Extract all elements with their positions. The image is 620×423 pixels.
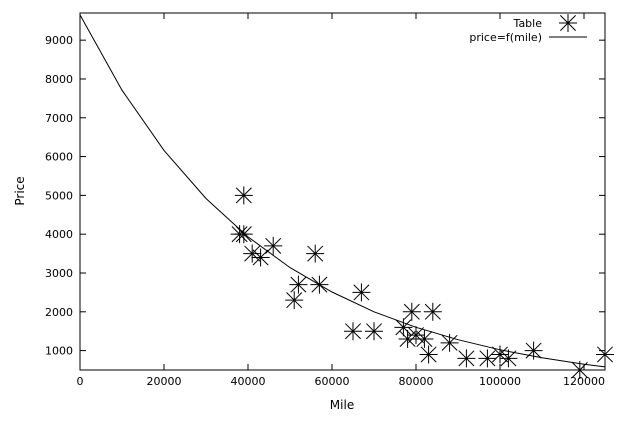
scatter-point bbox=[289, 275, 308, 294]
scatter-point bbox=[524, 341, 543, 360]
y-tick-label: 1000 bbox=[45, 345, 73, 358]
scatter-point bbox=[352, 283, 371, 302]
legend-star-icon bbox=[559, 14, 577, 32]
scatter-point bbox=[394, 318, 413, 337]
scatter-point bbox=[440, 333, 459, 352]
scatter-point bbox=[402, 302, 421, 321]
scatter-point bbox=[570, 361, 589, 379]
scatter-point bbox=[234, 225, 253, 244]
y-tick-label: 6000 bbox=[45, 151, 73, 164]
scatter-point bbox=[596, 345, 614, 364]
scatter-point bbox=[365, 322, 383, 341]
scatter-point bbox=[478, 349, 497, 368]
scatter-point bbox=[306, 244, 325, 263]
x-tick-label: 0 bbox=[77, 375, 84, 388]
x-tick-label: 80000 bbox=[399, 375, 434, 388]
scatter-point bbox=[310, 275, 329, 294]
y-tick-label: 9000 bbox=[45, 34, 73, 47]
legend-label-fit: price=f(mile) bbox=[469, 31, 542, 44]
x-tick-label: 100000 bbox=[479, 375, 521, 388]
scatter-point bbox=[499, 349, 518, 368]
legend-marker-table bbox=[559, 14, 577, 32]
scatter-point bbox=[344, 322, 362, 341]
y-tick-label: 4000 bbox=[45, 228, 73, 241]
x-tick-label: 20000 bbox=[147, 375, 182, 388]
scatter-point bbox=[457, 349, 476, 368]
scatter-point bbox=[407, 326, 425, 345]
fit-curve-layer bbox=[79, 14, 606, 368]
scatter-point bbox=[423, 302, 442, 321]
legend: Table price=f(mile) bbox=[469, 14, 587, 44]
scatter-point bbox=[243, 244, 262, 263]
legend-label-table: Table bbox=[513, 17, 543, 30]
fit-curve-line bbox=[79, 14, 606, 368]
scatter-points bbox=[230, 186, 614, 379]
x-tick-label: 120000 bbox=[563, 375, 605, 388]
scatter-point bbox=[419, 345, 438, 364]
plot-area bbox=[79, 12, 606, 371]
scatter-point bbox=[415, 329, 434, 348]
y-tick-label: 5000 bbox=[45, 189, 73, 202]
axis-ticks: 0 20000 40000 60000 80000 100000 120000 1000 200… bbox=[45, 13, 605, 388]
x-tick-label: 40000 bbox=[231, 375, 266, 388]
scatter-point bbox=[491, 345, 509, 364]
scatter-point bbox=[234, 186, 253, 205]
scatter-point bbox=[264, 236, 283, 255]
scatter-point bbox=[398, 329, 417, 348]
y-axis-label: Price bbox=[13, 176, 27, 205]
y-tick-label: 3000 bbox=[45, 267, 73, 280]
y-tick-label: 7000 bbox=[45, 112, 73, 125]
plot-frame bbox=[79, 12, 606, 371]
scatter-point bbox=[251, 248, 270, 267]
scatter-point bbox=[285, 291, 304, 310]
x-tick-label: 60000 bbox=[315, 375, 350, 388]
x-axis-label: Mile bbox=[330, 398, 354, 412]
y-tick-label: 2000 bbox=[45, 306, 73, 319]
y-tick-label: 8000 bbox=[45, 73, 73, 86]
